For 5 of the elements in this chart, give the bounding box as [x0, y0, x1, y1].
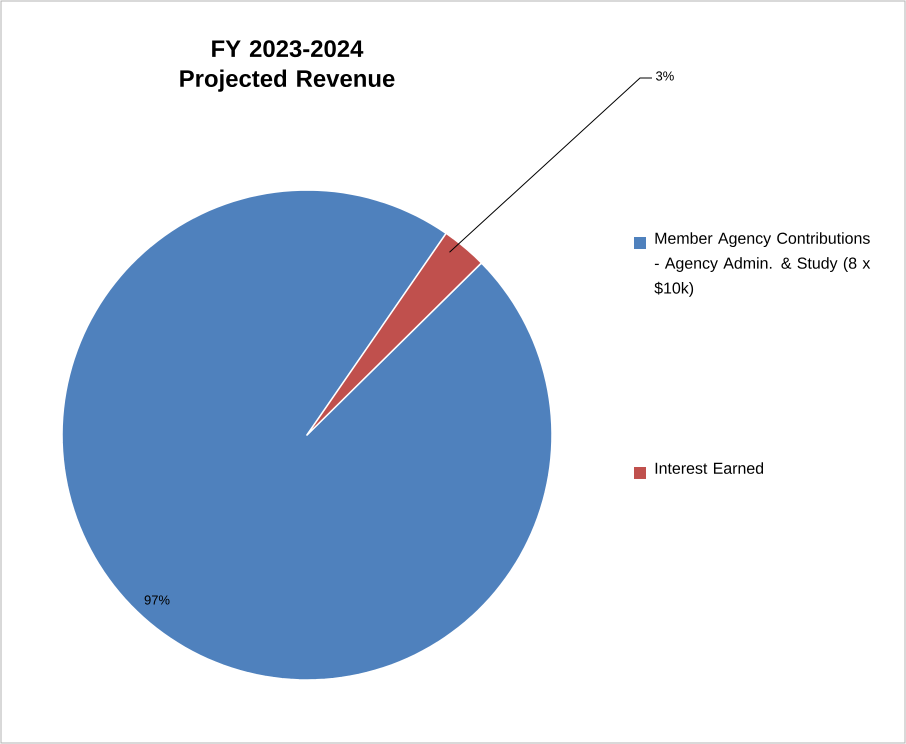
data-label: 97% — [144, 595, 170, 605]
chart-title: FY 2023-2024 Projected Revenue — [180, 40, 394, 92]
legend-label: Member Agency Contributions - Agency Admin. & Study (8 x $10k) — [654, 232, 870, 297]
data-label: 3% — [656, 71, 674, 81]
legend-label: Interest Earned — [656, 462, 764, 474]
